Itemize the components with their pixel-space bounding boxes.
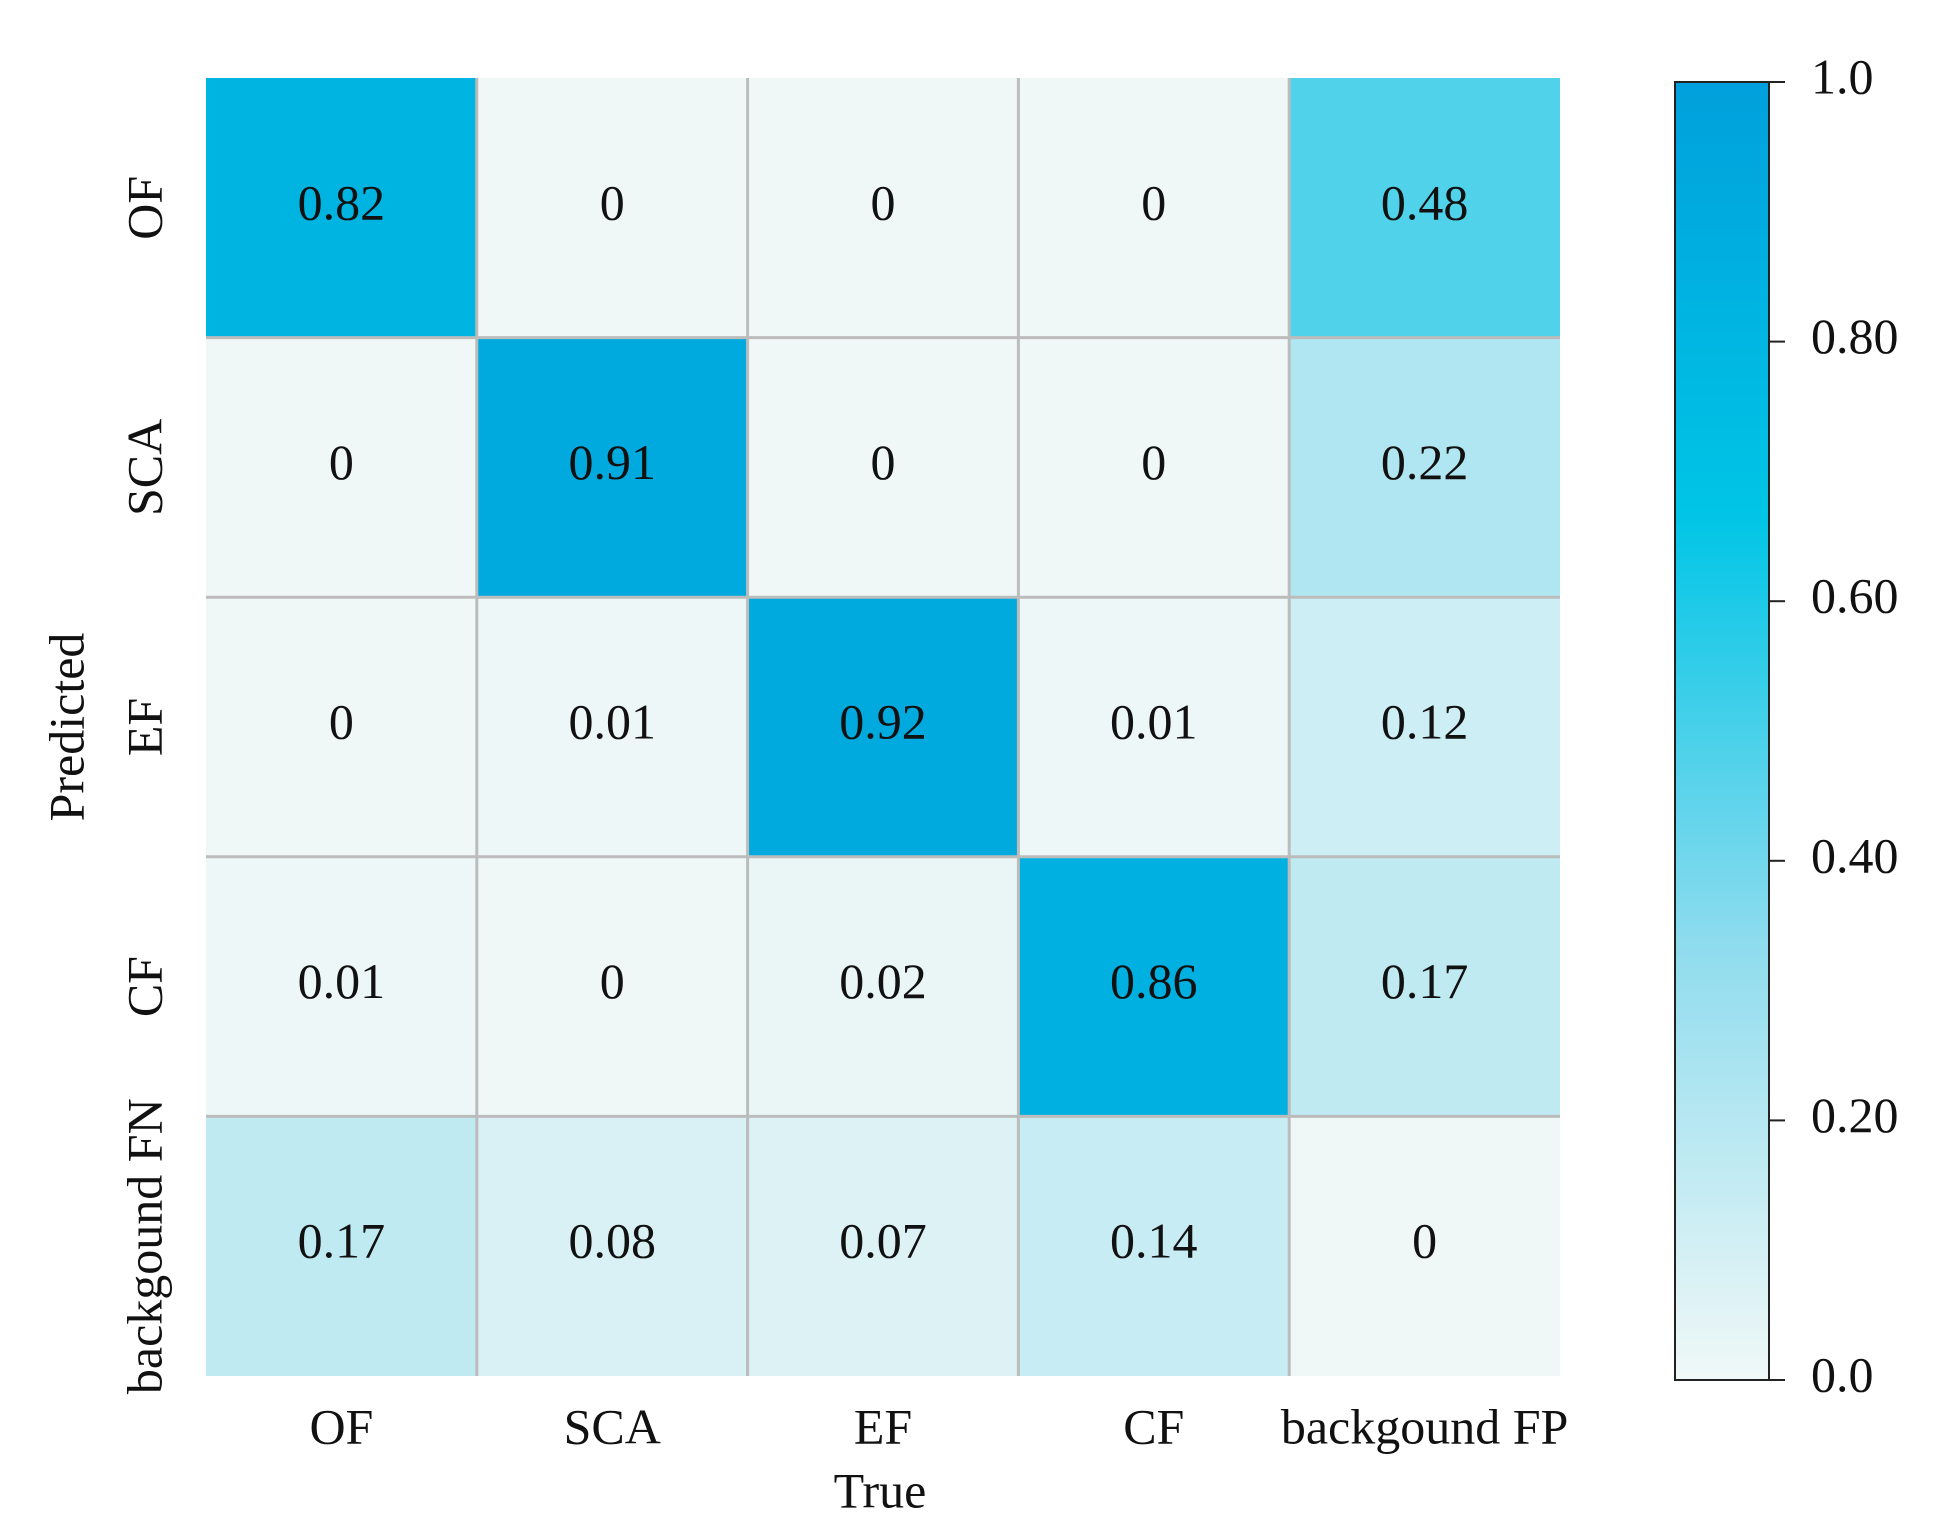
colorbar-tick-label: 0.40 xyxy=(1811,827,1899,883)
y-tick-label: backgound FN xyxy=(116,1098,172,1394)
heatmap-cell xyxy=(747,337,1019,598)
cell-label: 0.08 xyxy=(568,1213,656,1269)
x-tick-label: CF xyxy=(1123,1398,1184,1454)
cell-label: 0 xyxy=(1141,174,1166,230)
heatmap-cell xyxy=(206,597,477,857)
x-tick-label: EF xyxy=(854,1398,912,1454)
cell-label: 0.82 xyxy=(298,174,386,230)
cell-label: 0 xyxy=(600,953,625,1009)
heatmap-cell xyxy=(1018,1116,1290,1376)
heatmap-cell xyxy=(1018,337,1290,598)
cell-label: 0.07 xyxy=(839,1213,927,1269)
cell-label: 0.12 xyxy=(1381,693,1469,749)
y-tick-label: CF xyxy=(116,956,172,1017)
cell-label: 0 xyxy=(1412,1213,1437,1269)
x-tick-label: OF xyxy=(309,1398,373,1454)
y-tick-label: OF xyxy=(116,176,172,240)
x-tick-label: SCA xyxy=(564,1398,661,1454)
cell-label: 0.01 xyxy=(568,693,656,749)
heatmap-cell xyxy=(1289,337,1560,598)
cell-label: 0.17 xyxy=(1381,953,1469,1009)
cell-label: 0 xyxy=(329,693,354,749)
cell-label: 0 xyxy=(871,434,896,490)
heatmap-cell xyxy=(1018,597,1290,857)
heatmap-cell xyxy=(206,78,477,338)
heatmap-cell xyxy=(1289,1116,1560,1376)
colorbar-tick-label: 0.80 xyxy=(1811,308,1899,364)
cell-label: 0 xyxy=(871,174,896,230)
colorbar-tick-label: 0.0 xyxy=(1811,1346,1874,1402)
heatmap-cell xyxy=(476,337,748,598)
heatmap-cell xyxy=(1018,856,1290,1117)
heatmap-cell xyxy=(747,597,1019,857)
heatmap-cell xyxy=(1289,597,1560,857)
heatmap-cell xyxy=(1018,78,1290,338)
cell-label: 0 xyxy=(600,174,625,230)
heatmap-cell xyxy=(476,856,748,1117)
y-tick-label: EF xyxy=(116,698,172,756)
heatmap-cell xyxy=(476,597,748,857)
cell-label: 0.02 xyxy=(839,953,927,1009)
heatmap-cell xyxy=(1289,856,1560,1117)
heatmap-cell xyxy=(1289,78,1560,338)
y-tick-label: SCA xyxy=(116,419,172,516)
cell-label: 0.01 xyxy=(298,953,386,1009)
colorbar-tick-label: 0.20 xyxy=(1811,1087,1899,1143)
heatmap-cell xyxy=(747,78,1019,338)
heatmap-cell xyxy=(747,1116,1019,1376)
heatmap-cell xyxy=(206,856,477,1117)
cell-label: 0.17 xyxy=(298,1213,386,1269)
cell-label: 0.48 xyxy=(1381,174,1469,230)
cell-label: 0 xyxy=(329,434,354,490)
cell-label: 0.14 xyxy=(1110,1213,1198,1269)
cell-label: 0.92 xyxy=(839,693,927,749)
cell-label: 0.91 xyxy=(568,434,656,490)
heatmap-cell xyxy=(206,337,477,598)
cell-label: 0.01 xyxy=(1110,693,1198,749)
cell-label: 0.86 xyxy=(1110,953,1198,1009)
y-axis-label: Predicted xyxy=(38,633,94,822)
heatmap-cell xyxy=(206,1116,477,1376)
colorbar xyxy=(1674,81,1770,1381)
heatmap-cell xyxy=(476,78,748,338)
x-tick-label: backgound FP xyxy=(1281,1398,1569,1454)
heatmap-cell xyxy=(747,856,1019,1117)
x-axis-label: True xyxy=(834,1462,927,1518)
colorbar-tick-label: 0.60 xyxy=(1811,568,1899,624)
cell-label: 0.22 xyxy=(1381,434,1469,490)
cell-label: 0 xyxy=(1141,434,1166,490)
heatmap-cell xyxy=(476,1116,748,1376)
colorbar-tick-label: 1.0 xyxy=(1811,48,1874,104)
